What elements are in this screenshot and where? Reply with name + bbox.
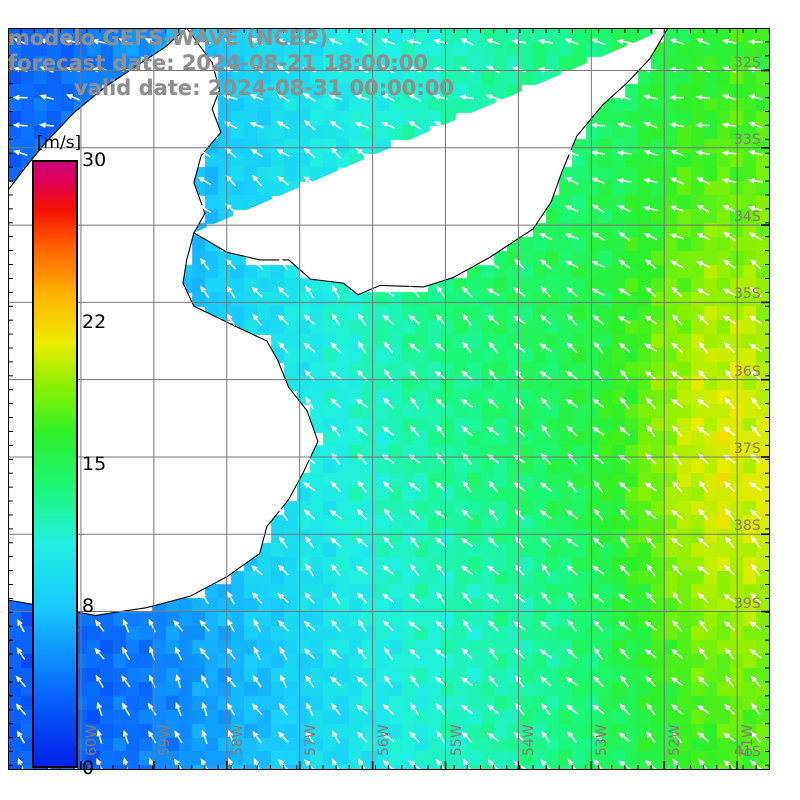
lon-label-53W: 53W: [594, 724, 611, 756]
colorbar-unit-label: [m/s]: [36, 133, 82, 153]
wind-vector-arrows: [12, 37, 763, 770]
colorbar-tick-22: 22: [82, 311, 107, 334]
title-line-valid-date: valid date: 2024-08-31 00:00:00: [74, 76, 454, 100]
colorbar-tick-15: 15: [82, 453, 107, 475]
lat-label-32S: 32S: [734, 54, 761, 71]
lon-label-57W: 57W: [302, 724, 319, 756]
lon-label-58W: 58W: [229, 724, 246, 756]
lat-label-38S: 38S: [734, 518, 761, 535]
graticule-grid: [8, 28, 770, 770]
lat-label-36S: 36S: [734, 363, 761, 380]
lat-label-34S: 34S: [734, 209, 761, 226]
lat-label-37S: 37S: [734, 440, 761, 457]
coastline-segment-0: [8, 28, 188, 191]
lon-label-54W: 54W: [521, 724, 538, 756]
colorbar-tick-30: 30: [82, 149, 107, 171]
colorbar-tick-0: 0: [82, 757, 95, 779]
colorbar-tick-8: 8: [82, 594, 95, 617]
lat-label-35S: 35S: [734, 286, 761, 303]
lon-label-59W: 59W: [156, 724, 173, 756]
lon-label-55W: 55W: [448, 724, 465, 756]
lon-label-60W: 60W: [83, 724, 100, 756]
land-mask: [8, 28, 668, 616]
lon-label-56W: 56W: [375, 724, 392, 756]
title-line-forecast-date: forecast date: 2024-08-21 18:00:00: [8, 51, 428, 75]
lat-label-33S: 33S: [734, 131, 761, 148]
map-plot-area[interactable]: [8, 28, 770, 770]
colorbar-gradient: [32, 160, 78, 768]
lat-label-corner: 41S: [734, 744, 761, 760]
colorbar: [32, 160, 78, 768]
lat-label-39S: 39S: [734, 595, 761, 612]
title-line-model: modelo GEFS-WAVE (NCEP): [8, 26, 329, 50]
title-block: modelo GEFS-WAVE (NCEP) forecast date: 2…: [0, 26, 520, 101]
lon-label-52W: 52W: [667, 724, 684, 756]
